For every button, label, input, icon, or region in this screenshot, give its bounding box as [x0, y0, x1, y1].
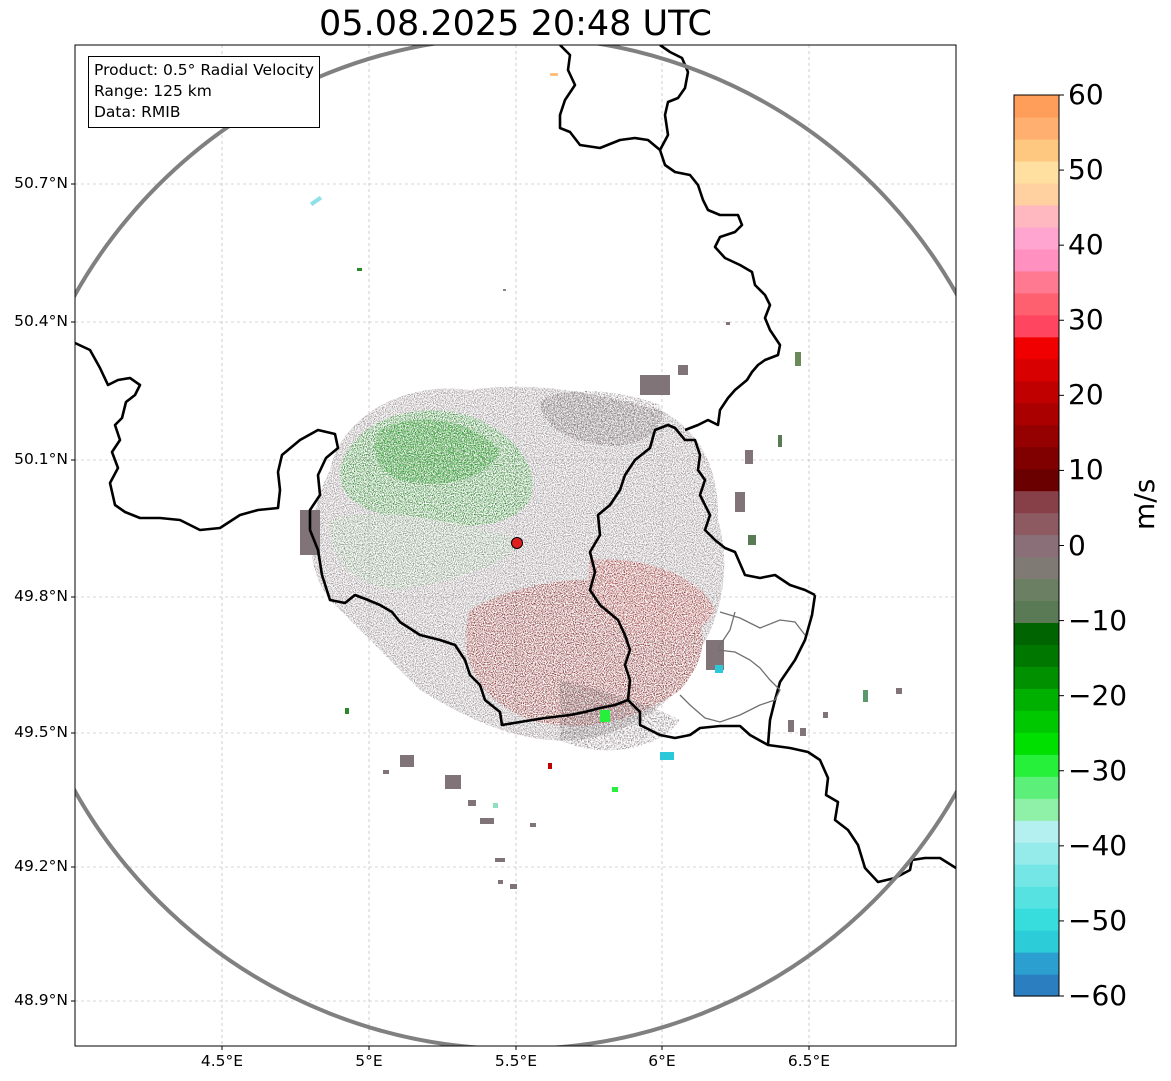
lat-label-49-2: 49.2°N — [14, 857, 68, 875]
colorbar-segment — [1014, 622, 1059, 645]
colorbar-tick-label: 50 — [1068, 153, 1104, 187]
colorbar-segment — [1014, 380, 1059, 404]
lon-label-4-5: 4.5°E — [200, 1052, 244, 1070]
map-title: 05.08.2025 20:48 UTC — [319, 4, 712, 44]
colorbar-segment — [1014, 776, 1059, 799]
lat-label-50-1: 50.1°N — [14, 450, 68, 468]
colorbar-unit: m/s — [1128, 478, 1161, 530]
lat-label-49-5: 49.5°N — [14, 723, 68, 741]
colorbar-tick-label: −60 — [1068, 979, 1128, 1012]
axis-ticks — [71, 183, 810, 1050]
product-info-box: Product: 0.5° Radial Velocity Range: 125… — [88, 56, 320, 128]
colorbar-segment — [1014, 424, 1059, 448]
colorbar-segment — [1014, 754, 1059, 777]
colorbar-tick-label: 40 — [1068, 228, 1104, 262]
colorbar-tick-label: 30 — [1068, 303, 1104, 337]
colorbar-segment — [1014, 358, 1059, 382]
colorbar-segment — [1014, 248, 1059, 272]
colorbar-tick-label: −20 — [1068, 678, 1128, 712]
colorbar-segment — [1014, 95, 1059, 118]
colorbar-tick-label: −50 — [1068, 903, 1128, 937]
info-data-source: Data: RMIB — [94, 103, 181, 121]
lon-label-5-5: 5.5°E — [494, 1052, 538, 1070]
colorbar-segment — [1014, 666, 1059, 689]
colorbar — [1014, 95, 1059, 997]
colorbar-segment — [1014, 886, 1059, 909]
colorbar-tick-label: 20 — [1068, 378, 1104, 412]
admin-boundaries — [679, 611, 806, 723]
colorbar-segment — [1014, 402, 1059, 426]
info-range: Range: 125 km — [94, 82, 212, 100]
info-product: Product: 0.5° Radial Velocity — [94, 61, 314, 79]
lat-label-49-8: 49.8°N — [14, 587, 68, 605]
colorbar-segment — [1014, 820, 1059, 843]
radar-echoes — [300, 73, 902, 889]
colorbar-segment — [1014, 930, 1059, 953]
lat-label-50-7: 50.7°N — [14, 174, 68, 192]
colorbar-segment — [1014, 204, 1059, 228]
colorbar-segment — [1014, 116, 1059, 140]
colorbar-ticks — [1059, 94, 1064, 997]
colorbar-tick-label: −10 — [1068, 603, 1128, 637]
colorbar-segment — [1014, 952, 1059, 975]
lat-label-48-9: 48.9°N — [14, 991, 68, 1009]
colorbar-segment — [1014, 160, 1059, 184]
colorbar-segment — [1014, 468, 1059, 492]
colorbar-segment — [1014, 578, 1059, 602]
lon-label-6-5: 6.5°E — [787, 1052, 831, 1070]
colorbar-tick-label: 0 — [1068, 528, 1086, 562]
colorbar-segment — [1014, 336, 1059, 360]
colorbar-segment — [1014, 842, 1059, 865]
colorbar-segment — [1014, 512, 1059, 536]
colorbar-segment — [1014, 556, 1059, 580]
lat-label-50-4: 50.4°N — [14, 312, 68, 330]
colorbar-segment — [1014, 446, 1059, 470]
colorbar-segment — [1014, 864, 1059, 887]
colorbar-segment — [1014, 292, 1059, 316]
colorbar-tick-label: 10 — [1068, 453, 1104, 487]
colorbar-tick-label: −40 — [1068, 828, 1128, 862]
colorbar-segment — [1014, 182, 1059, 206]
colorbar-segment — [1014, 600, 1059, 624]
colorbar-segment — [1014, 314, 1059, 338]
colorbar-segment — [1014, 226, 1059, 250]
colorbar-segment — [1014, 270, 1059, 294]
colorbar-segment — [1014, 908, 1059, 931]
colorbar-segment — [1014, 688, 1059, 711]
colorbar-segment — [1014, 732, 1059, 755]
colorbar-segment — [1014, 798, 1059, 821]
colorbar-segment — [1014, 710, 1059, 733]
colorbar-segment — [1014, 534, 1059, 558]
colorbar-segment — [1014, 138, 1059, 162]
lon-label-6: 6°E — [648, 1052, 676, 1070]
colorbar-segment — [1014, 974, 1059, 997]
colorbar-tick-label: 60 — [1068, 78, 1104, 111]
colorbar-segment — [1014, 644, 1059, 667]
colorbar-segment — [1014, 490, 1059, 514]
colorbar-tick-label: −30 — [1068, 753, 1128, 787]
lon-label-5: 5°E — [355, 1052, 383, 1070]
radar-site-marker — [511, 537, 523, 549]
